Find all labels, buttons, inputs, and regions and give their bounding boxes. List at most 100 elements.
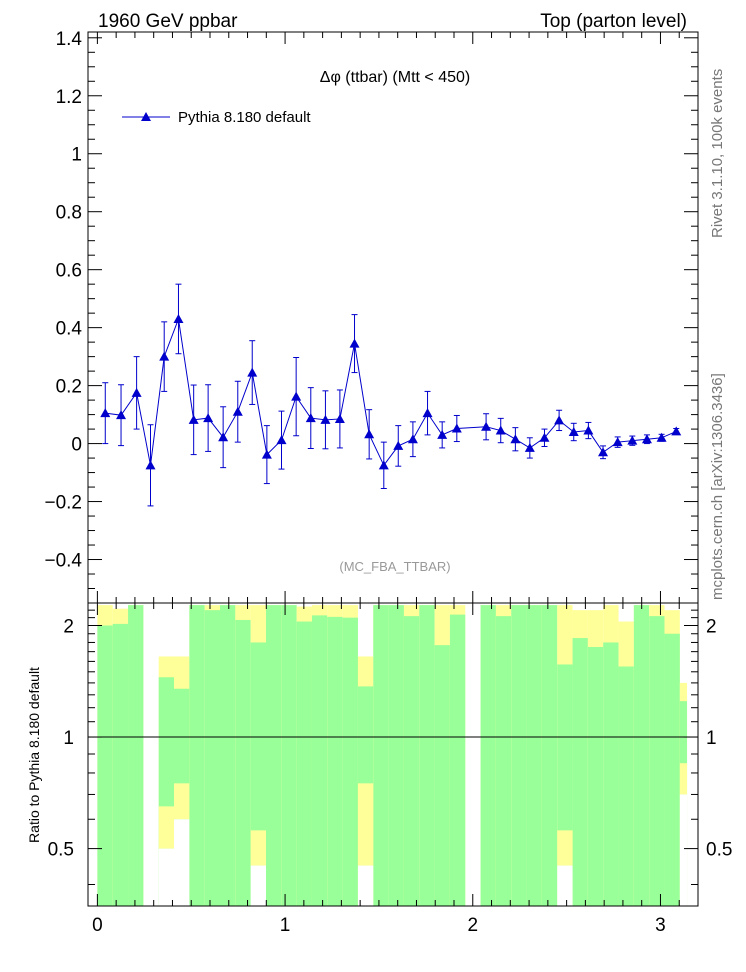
- data-point: [495, 425, 506, 435]
- y-tick-label: 0.2: [56, 377, 82, 398]
- x-tick-label: 3: [655, 915, 666, 936]
- ratio-tick-label-right: 1: [706, 728, 717, 749]
- ratio-band-lower-gap: [357, 865, 374, 906]
- ratio-band-inner: [388, 605, 404, 906]
- y-tick-label: 0.4: [56, 319, 83, 340]
- ratio-band-lower-gap: [174, 819, 190, 906]
- ratio-tick-label: 1: [63, 728, 74, 749]
- ratio-band-lower-gap: [158, 848, 175, 906]
- ratio-band-inner: [587, 646, 604, 906]
- energy-label: 1960 GeV ppbar: [98, 11, 238, 32]
- plot-title: Δφ (ttbar) (Mtt < 450): [320, 69, 470, 86]
- data-point: [451, 423, 462, 433]
- process-label: Top (parton level): [540, 11, 687, 32]
- data-point: [378, 460, 389, 470]
- data-point: [305, 413, 316, 423]
- ratio-band-inner: [526, 605, 542, 906]
- data-point: [131, 387, 142, 397]
- ratio-band-inner: [204, 610, 221, 906]
- ratio-band-lower-outer: [557, 830, 573, 866]
- data-point: [510, 434, 521, 444]
- y-tick-label: 0.6: [56, 261, 82, 282]
- mcplots-label: mcplots.cern.ch [arXiv:1306.3436]: [709, 373, 726, 600]
- data-point: [173, 313, 184, 323]
- rivet-label: Rivet 3.1.10, 100k events: [709, 69, 726, 238]
- ratio-band-inner: [281, 605, 297, 906]
- data-point: [612, 437, 623, 447]
- y-tick-label: 1: [71, 145, 82, 166]
- ratio-band-inner: [480, 605, 496, 906]
- ratio-tick-label: 0.5: [48, 840, 74, 861]
- y-tick-label: 1.4: [56, 29, 83, 50]
- ratio-band-inner: [403, 616, 420, 906]
- ratio-band-lower-gap: [679, 794, 688, 906]
- x-axis: 0 1 2 3: [92, 32, 680, 936]
- data-point: [203, 413, 214, 423]
- data-point: [437, 429, 448, 439]
- data-point: [334, 413, 345, 423]
- data-point: [554, 415, 565, 425]
- ratio-tick-label-right: 2: [706, 616, 717, 637]
- ratio-band-lower-outer: [174, 783, 190, 820]
- data-point: [422, 408, 433, 418]
- main-plot: −0.4 −0.2 0 0.2 0.4 0.6 0.8 1 1.2 1.4 Δφ (ttbar) …: [44, 29, 699, 604]
- data-point: [247, 367, 258, 377]
- ratio-band-inner: [265, 605, 282, 906]
- data-point: [364, 429, 375, 439]
- data-point: [539, 432, 550, 442]
- data-point: [481, 421, 492, 431]
- data-point: [568, 426, 579, 436]
- ratio-band-inner: [112, 623, 129, 906]
- analysis-label: (MC_FBA_TTBAR): [339, 559, 450, 574]
- x-tick-label: 0: [92, 915, 103, 936]
- ratio-band-inner: [495, 616, 512, 906]
- data-point: [159, 351, 170, 361]
- ratio-band-inner: [97, 625, 113, 906]
- ratio-band-inner: [419, 605, 435, 906]
- ratio-band-inner: [373, 605, 389, 906]
- data-point: [116, 410, 127, 420]
- ratio-band-inner: [327, 616, 343, 906]
- ratio-band-inner: [449, 614, 466, 906]
- ratio-band-inner: [618, 666, 634, 906]
- data-point: [218, 432, 229, 442]
- ratio-band-lower-gap: [557, 865, 573, 906]
- data-point: [276, 435, 287, 445]
- ratio-band-inner: [235, 619, 251, 906]
- x-tick-label: 1: [280, 915, 291, 936]
- data-point: [641, 434, 652, 444]
- ratio-band-inner: [434, 645, 450, 906]
- legend-label: Pythia 8.180 default: [178, 109, 311, 126]
- ratio-band-inner: [220, 605, 236, 906]
- ratio-band-inner: [649, 616, 665, 906]
- ratio-tick-label: 2: [63, 616, 74, 637]
- data-point: [671, 426, 682, 436]
- ratio-bands: [97, 605, 688, 906]
- data-point: [320, 414, 331, 424]
- data-point: [291, 391, 302, 401]
- data-point: [261, 449, 272, 459]
- ratio-band-lower-gap: [250, 865, 266, 906]
- main-y-axis: −0.4 −0.2 0 0.2 0.4 0.6 0.8 1 1.2 1.4: [44, 29, 698, 590]
- data-point: [188, 414, 199, 424]
- ratio-tick-label-right: 0.5: [706, 840, 732, 861]
- ratio-band-inner: [572, 638, 588, 906]
- y-tick-label: 0: [71, 435, 82, 456]
- data-point: [100, 408, 111, 418]
- y-tick-label: 1.2: [56, 87, 82, 108]
- ratio-band-inner: [541, 605, 558, 906]
- ratio-ylabel: Ratio to Pythia 8.180 default: [26, 667, 42, 843]
- ratio-band-inner: [128, 605, 144, 906]
- data-point: [583, 425, 594, 435]
- data-point: [232, 406, 243, 416]
- data-point: [598, 447, 609, 457]
- data-point: [145, 460, 156, 470]
- legend-marker: [141, 112, 151, 121]
- y-tick-label: −0.4: [44, 551, 82, 572]
- legend: Pythia 8.180 default: [122, 109, 311, 126]
- ratio-band-inner: [664, 633, 680, 906]
- x-tick-label: 2: [467, 915, 478, 936]
- data-point: [656, 432, 667, 442]
- data-point: [627, 435, 638, 445]
